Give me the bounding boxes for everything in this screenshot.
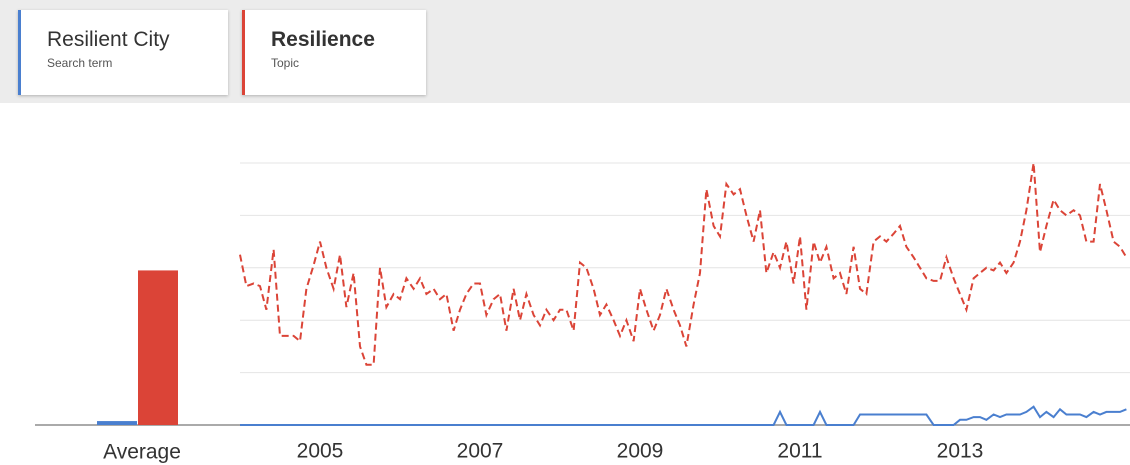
term-card[interactable]: Resilience Topic — [242, 10, 426, 95]
term-card[interactable]: Resilient City Search term — [18, 10, 228, 95]
average-bar — [138, 270, 178, 425]
x-tick-label: 2009 — [617, 440, 664, 463]
trend-line — [240, 405, 1127, 426]
x-tick-label: 2013 — [937, 440, 984, 463]
average-bar — [97, 421, 137, 425]
term-kind: Topic — [271, 56, 300, 70]
term-kind: Search term — [47, 56, 113, 70]
average-label: Average — [103, 441, 181, 464]
x-tick-label: 2007 — [457, 440, 504, 463]
x-tick-label: 2005 — [297, 440, 344, 463]
term-name: Resilient City — [47, 28, 170, 51]
trend-line — [239, 162, 1128, 366]
x-tick-label: 2011 — [777, 440, 822, 463]
term-name: Resilience — [271, 28, 375, 51]
